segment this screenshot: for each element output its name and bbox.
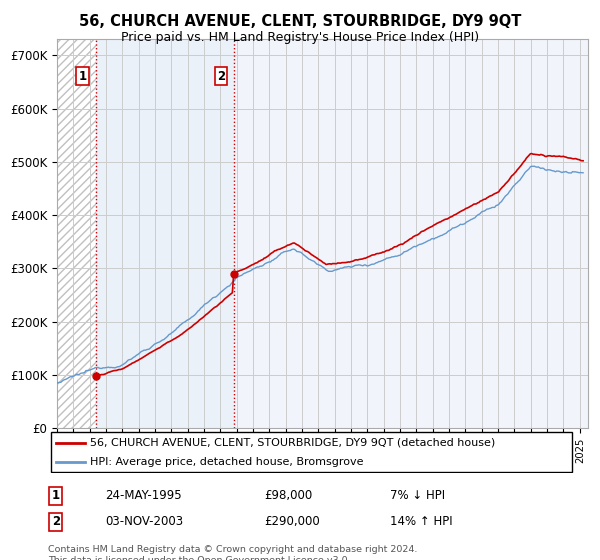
Text: £98,000: £98,000 [264,489,312,502]
Text: 56, CHURCH AVENUE, CLENT, STOURBRIDGE, DY9 9QT: 56, CHURCH AVENUE, CLENT, STOURBRIDGE, D… [79,14,521,29]
Text: 2: 2 [217,69,225,83]
Text: 56, CHURCH AVENUE, CLENT, STOURBRIDGE, DY9 9QT (detached house): 56, CHURCH AVENUE, CLENT, STOURBRIDGE, D… [90,438,496,448]
Text: 1: 1 [52,489,60,502]
Text: 14% ↑ HPI: 14% ↑ HPI [390,515,452,529]
Text: 24-MAY-1995: 24-MAY-1995 [105,489,182,502]
Text: Contains HM Land Registry data © Crown copyright and database right 2024.
This d: Contains HM Land Registry data © Crown c… [48,545,418,560]
Text: 7% ↓ HPI: 7% ↓ HPI [390,489,445,502]
Bar [96,39,234,428]
Text: 03-NOV-2003: 03-NOV-2003 [105,515,183,529]
Text: 1: 1 [79,69,87,83]
Bar [234,39,588,428]
FancyBboxPatch shape [50,432,572,473]
Text: Price paid vs. HM Land Registry's House Price Index (HPI): Price paid vs. HM Land Registry's House … [121,31,479,44]
Text: HPI: Average price, detached house, Bromsgrove: HPI: Average price, detached house, Brom… [90,458,364,467]
Text: £290,000: £290,000 [264,515,320,529]
Text: 2: 2 [52,515,60,529]
Bar [57,39,96,428]
